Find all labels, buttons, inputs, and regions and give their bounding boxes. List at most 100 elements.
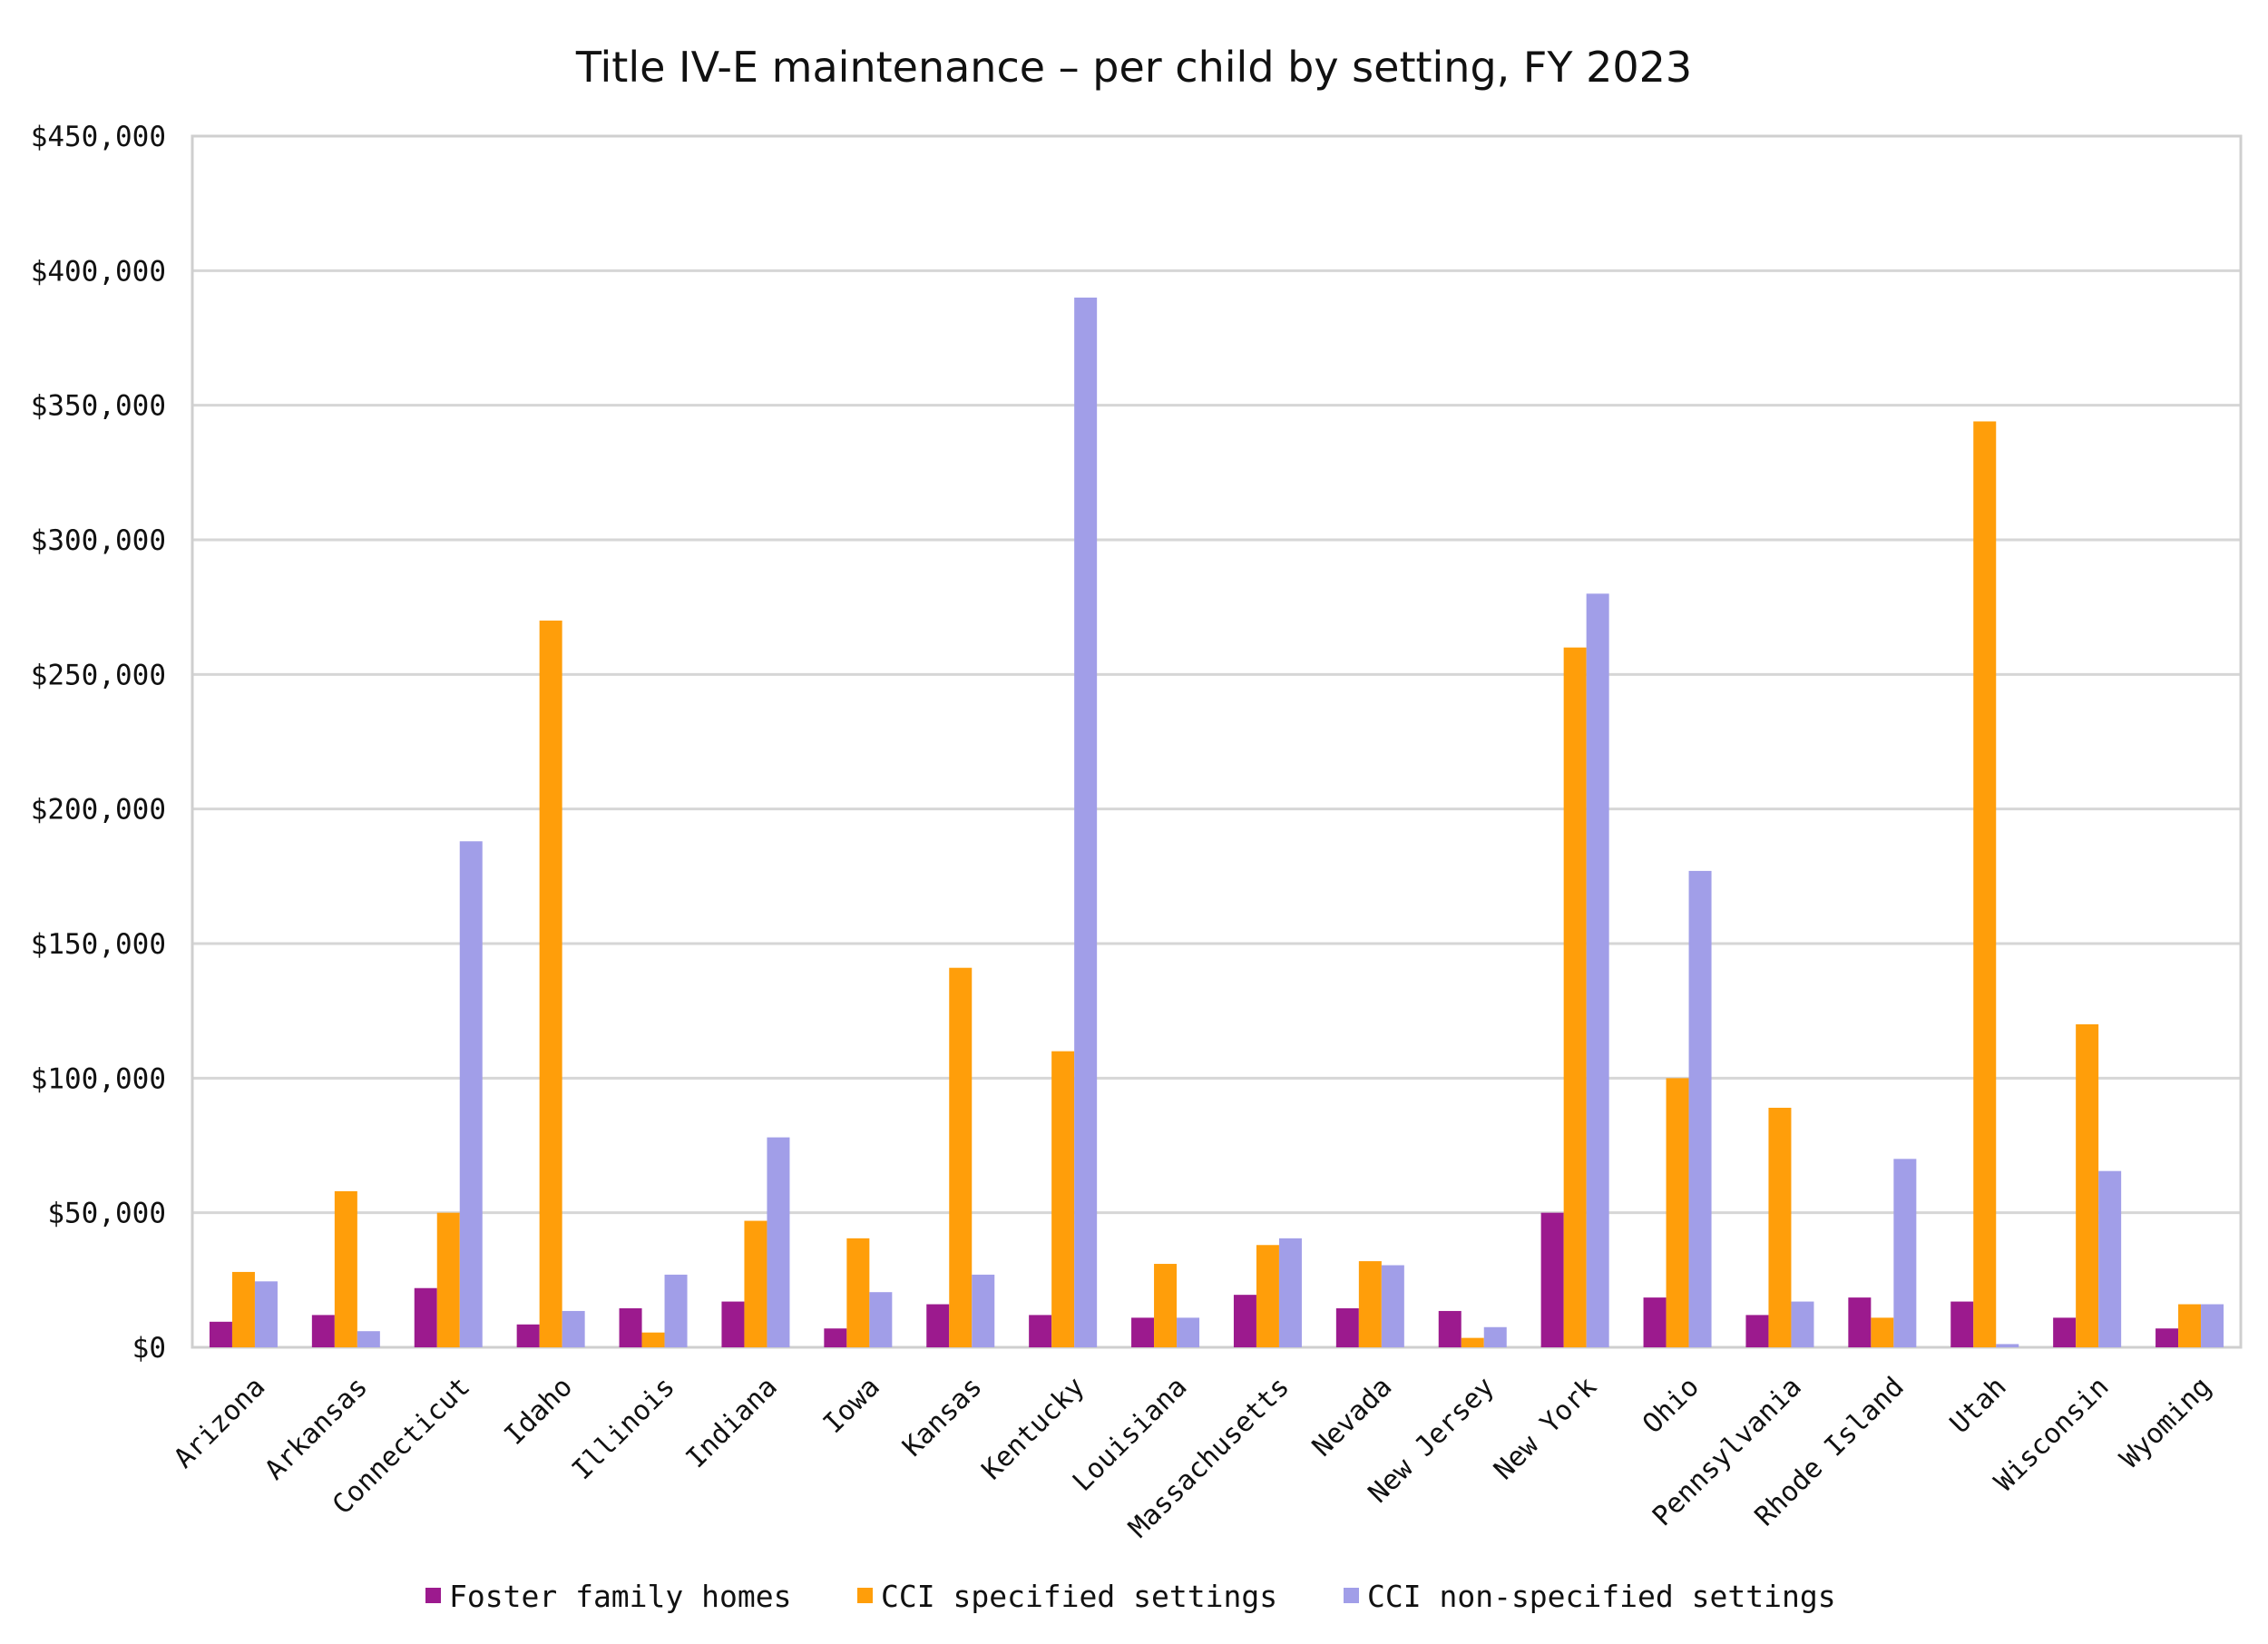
x-tick-label: Ohio	[1637, 1371, 1706, 1440]
bar-group	[824, 1238, 893, 1347]
x-tick-label: Arizona	[168, 1371, 271, 1474]
x-tick-label: Utah	[1944, 1371, 2013, 1440]
bar	[721, 1301, 745, 1347]
bar	[1586, 593, 1609, 1347]
legend-swatch	[425, 1588, 441, 1603]
plot-frame	[191, 134, 2243, 1349]
bar-group	[926, 967, 995, 1347]
bar	[1278, 1238, 1302, 1347]
bar	[1540, 1212, 1564, 1347]
bar	[1051, 1051, 1075, 1347]
bar	[539, 621, 562, 1347]
bar	[2098, 1170, 2122, 1347]
bar	[2156, 1328, 2179, 1347]
bar-group	[2156, 1304, 2224, 1347]
bar-group	[1643, 870, 1712, 1347]
y-tick-label: $300,000	[31, 524, 166, 557]
legend-swatch	[857, 1588, 873, 1603]
bar	[516, 1324, 540, 1347]
bar	[414, 1287, 437, 1347]
bars	[209, 298, 2224, 1347]
x-tick-label: Nevada	[1306, 1371, 1398, 1463]
bar	[1996, 1344, 2019, 1347]
bar	[1154, 1264, 1178, 1347]
bar	[1177, 1317, 1200, 1347]
bar	[209, 1321, 232, 1347]
bar	[664, 1274, 688, 1347]
bar	[334, 1190, 357, 1347]
bar	[1666, 1078, 1689, 1347]
bar-group	[619, 1274, 688, 1347]
legend: Foster family homes CCI specified setting…	[425, 1579, 1836, 1614]
bar	[1950, 1301, 1974, 1347]
legend-label: CCI non-specified settings	[1367, 1579, 1836, 1614]
y-tick-label: $150,000	[31, 928, 166, 961]
chart-title: Title IV-E maintenance – per child by se…	[575, 43, 1692, 92]
bar-group	[311, 1190, 380, 1347]
bar-group	[1950, 421, 2019, 1347]
bar	[1131, 1317, 1155, 1347]
bar	[1745, 1315, 1769, 1347]
bar	[1256, 1245, 1279, 1347]
x-tick-label: Idaho	[498, 1371, 579, 1452]
bar	[869, 1292, 893, 1347]
bar	[1029, 1315, 1052, 1347]
bar	[1381, 1265, 1404, 1347]
bar	[562, 1310, 585, 1347]
bar	[926, 1304, 950, 1347]
bar	[1483, 1326, 1507, 1347]
bar	[619, 1307, 642, 1347]
bar-group	[516, 621, 585, 1347]
bar-group	[1131, 1264, 1200, 1347]
bar	[972, 1274, 995, 1347]
bar	[1973, 421, 1997, 1347]
legend-item: CCI specified settings	[857, 1579, 1277, 1614]
bar	[1335, 1307, 1359, 1347]
legend-item: CCI non-specified settings	[1344, 1579, 1836, 1614]
bar	[641, 1332, 665, 1347]
legend-label: CCI specified settings	[881, 1579, 1277, 1614]
bar	[1643, 1297, 1667, 1347]
bar	[311, 1315, 335, 1347]
bar	[767, 1137, 790, 1347]
bar-group	[209, 1271, 278, 1347]
bar	[1438, 1310, 1461, 1347]
bar-group	[2053, 1024, 2122, 1347]
bar	[1461, 1337, 1484, 1347]
legend-swatch	[1344, 1588, 1359, 1603]
bar	[1358, 1261, 1382, 1347]
bar-group	[414, 841, 483, 1347]
bar-group	[1540, 593, 1609, 1347]
x-tick-label: New York	[1488, 1371, 1603, 1486]
bar-group	[1745, 1107, 1814, 1347]
bar-group	[1029, 298, 1098, 1347]
bar	[1791, 1301, 1814, 1347]
legend-label: Foster family homes	[449, 1579, 792, 1614]
y-tick-label: $50,000	[47, 1198, 166, 1230]
bar	[436, 1212, 460, 1347]
bar-group	[721, 1137, 790, 1347]
x-tick-label: Iowa	[817, 1371, 886, 1440]
bar-group	[1848, 1159, 1917, 1347]
x-tick-label: Illinois	[566, 1371, 681, 1486]
bar	[1233, 1295, 1256, 1347]
bar	[2076, 1024, 2099, 1347]
bar	[846, 1238, 870, 1347]
bar-group	[1335, 1261, 1404, 1347]
y-tick-label: $450,000	[31, 121, 166, 153]
bar	[254, 1281, 278, 1347]
bar	[1848, 1297, 1872, 1347]
y-tick-label: $250,000	[31, 659, 166, 691]
gridlines	[192, 269, 2241, 1215]
x-tick-label: Wyoming	[2114, 1371, 2217, 1474]
bar	[2053, 1317, 2077, 1347]
bar	[1871, 1317, 1894, 1347]
bar	[949, 967, 973, 1347]
bar	[459, 841, 483, 1347]
bar	[824, 1328, 847, 1347]
bar	[744, 1220, 767, 1347]
bar	[357, 1331, 380, 1347]
bar	[231, 1271, 255, 1347]
